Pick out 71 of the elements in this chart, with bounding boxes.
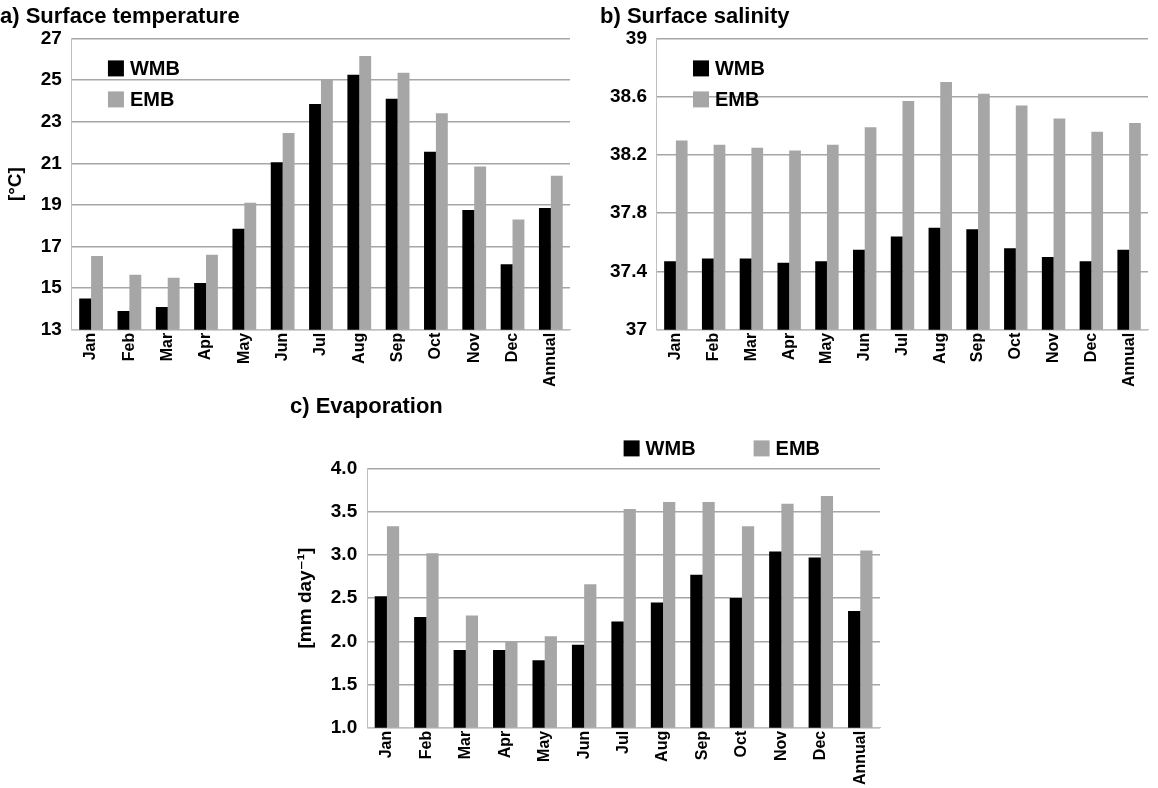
y-tick-label: 38.2 — [610, 143, 647, 165]
y-tick-label: 4.0 — [330, 456, 358, 478]
y-tick-label: 2.5 — [330, 586, 358, 608]
x-tick-label: Annual — [541, 332, 559, 387]
y-tick-label: 38.6 — [610, 84, 647, 106]
x-tick-label: Feb — [704, 332, 722, 362]
x-tick-label: Nov — [464, 332, 482, 364]
y-tick-label: 37.4 — [610, 259, 648, 281]
x-tick-label: Sep — [692, 730, 710, 761]
y-tick-label: 37.8 — [610, 201, 647, 223]
y-tick-label: 17 — [40, 234, 62, 256]
y-tick-label: 13 — [40, 318, 62, 340]
legend-label: EMB — [775, 436, 821, 459]
x-tick-label: Apr — [779, 332, 797, 361]
x-tick-label: Jul — [892, 332, 910, 356]
x-tick-label: Jul — [614, 730, 632, 754]
x-tick-label: Aug — [349, 332, 367, 364]
x-tick-label: Nov — [1043, 332, 1061, 364]
y-tick-label: 19 — [40, 193, 62, 215]
x-tick-label: Nov — [771, 730, 789, 762]
x-tick-label: Annual — [1119, 332, 1137, 387]
x-tick-label: May — [535, 730, 553, 762]
x-tick-label: Jun — [574, 730, 592, 760]
x-tick-label: Aug — [930, 332, 948, 364]
x-tick-label: Jan — [377, 730, 395, 759]
x-tick-label: Apr — [495, 730, 513, 759]
chart-title: a) Surface temperature — [0, 3, 240, 29]
x-tick-label: Oct — [1006, 332, 1024, 360]
y-tick-label: 39 — [625, 26, 647, 48]
x-tick-label: Jun — [273, 332, 291, 362]
x-tick-label: Sep — [968, 332, 986, 363]
x-tick-label: Feb — [416, 730, 434, 760]
x-tick-label: Jun — [855, 332, 873, 362]
y-axis-title: [mm day⁻¹] — [293, 547, 315, 649]
chart-title: c) Evaporation — [290, 393, 443, 419]
x-tick-label: Dec — [502, 332, 520, 363]
x-tick-label: Annual — [850, 730, 868, 785]
x-tick-label: Dec — [811, 730, 829, 761]
y-tick-label: 25 — [40, 68, 63, 90]
x-tick-label: Apr — [196, 332, 214, 361]
x-tick-label: Aug — [653, 730, 671, 762]
y-tick-label: 3.0 — [330, 543, 358, 565]
x-tick-label: Dec — [1081, 332, 1099, 363]
x-tick-label: Jan — [666, 332, 684, 361]
x-tick-label: Feb — [119, 332, 137, 362]
y-tick-label: 27 — [40, 26, 62, 48]
y-tick-label: 15 — [40, 276, 63, 298]
x-tick-label: Oct — [426, 332, 444, 360]
y-tick-label: 2.0 — [330, 629, 358, 651]
legend-label: WMB — [714, 56, 765, 79]
legend-label: WMB — [129, 56, 180, 79]
x-tick-label: Mar — [741, 332, 759, 362]
y-tick-label: 1.5 — [330, 672, 358, 694]
x-tick-label: Mar — [158, 332, 176, 362]
x-tick-label: Sep — [388, 332, 405, 363]
y-tick-label: 3.5 — [330, 499, 358, 521]
y-tick-label: 21 — [40, 151, 63, 173]
x-tick-label: Mar — [456, 730, 474, 760]
x-tick-label: Oct — [732, 730, 750, 758]
legend-label: EMB — [714, 87, 760, 110]
legend-label: EMB — [129, 87, 175, 110]
y-tick-label: 23 — [40, 109, 62, 131]
x-tick-label: Jul — [311, 332, 329, 356]
x-tick-label: Jan — [81, 332, 99, 361]
y-tick-label: 37 — [625, 318, 647, 340]
y-tick-label: 1.0 — [330, 716, 358, 738]
legend-label: WMB — [645, 436, 696, 459]
x-tick-label: May — [817, 332, 835, 364]
y-axis-title: [°C] — [3, 167, 25, 202]
chart-title: b) Surface salinity — [600, 3, 791, 29]
x-tick-label: May — [234, 332, 252, 364]
